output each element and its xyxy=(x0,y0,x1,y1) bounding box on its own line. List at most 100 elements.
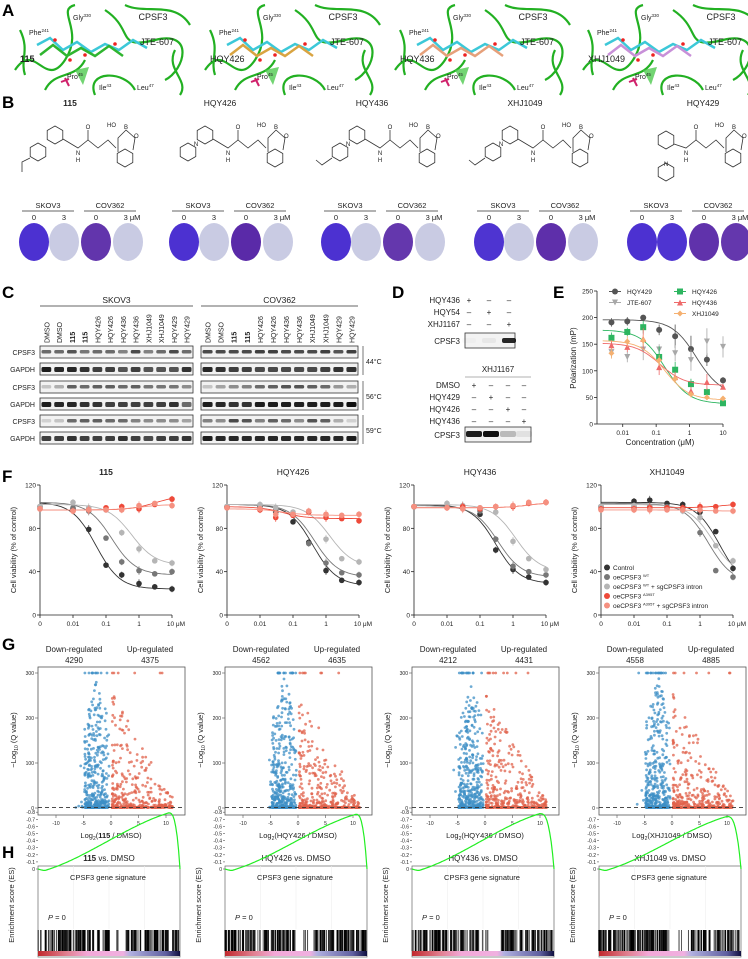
upregulated-point xyxy=(319,768,322,772)
residue-label: Gly330 xyxy=(263,13,282,22)
upregulated-point xyxy=(671,783,675,787)
residue-name: Gly xyxy=(263,15,274,22)
y-tick-label: 0 xyxy=(405,806,408,812)
blot-band xyxy=(516,431,532,437)
upregulated-point xyxy=(165,791,169,794)
downregulated-point xyxy=(293,801,297,805)
downregulated-point xyxy=(276,776,280,779)
downregulated-point xyxy=(291,718,295,721)
downregulated-point xyxy=(467,704,471,707)
residue-label: Leu47 xyxy=(705,83,722,92)
blot-band xyxy=(67,419,77,423)
panel-d-pulldown-blots: HQY436 + – –HQY54– + –XHJ1167– – +CPSF3XHJ1167D… xyxy=(428,296,532,443)
down-regulated-count: 4558 xyxy=(626,656,644,665)
y-axis-label: −Log10 (Q value) xyxy=(570,712,581,768)
downregulated-point xyxy=(457,794,461,797)
upregulated-point xyxy=(309,764,312,767)
upregulated-point xyxy=(338,783,341,787)
downregulated-point xyxy=(284,761,287,765)
downregulated-point xyxy=(91,784,94,788)
upregulated-point xyxy=(160,671,164,675)
phenyl-ring xyxy=(348,125,366,145)
downregulated-point xyxy=(462,765,465,768)
lane-label: XHJ1049 xyxy=(159,314,166,343)
upregulated-point xyxy=(297,711,301,715)
residue-name: Ile xyxy=(289,85,297,92)
upregulated-point xyxy=(674,783,678,787)
downregulated-point xyxy=(283,707,287,710)
blot-band xyxy=(181,436,192,441)
upregulated-point xyxy=(132,764,136,768)
upregulated-point xyxy=(307,745,311,748)
upregulated-point xyxy=(690,773,693,777)
downregulated-point xyxy=(99,745,102,749)
heterocycle-ring xyxy=(484,142,502,162)
y-tick-label: 100 xyxy=(400,761,409,767)
dose-label: 3 μM xyxy=(426,213,443,222)
upregulated-point xyxy=(121,780,124,784)
downregulated-point xyxy=(458,800,461,804)
y-tick-label: 40 xyxy=(216,569,224,576)
xlabel-subscript: 2 xyxy=(93,836,96,842)
downregulated-point xyxy=(660,786,664,790)
downregulated-point xyxy=(90,737,94,740)
downregulated-point xyxy=(469,743,472,747)
upregulated-point xyxy=(676,795,680,799)
upregulated-point xyxy=(672,710,676,714)
data-point xyxy=(169,560,175,566)
blot-strip xyxy=(200,345,359,359)
data-point xyxy=(687,381,694,388)
p-value-label: P = 0 xyxy=(235,913,253,922)
data-point xyxy=(323,567,329,574)
blot-band xyxy=(483,431,499,437)
blot-band xyxy=(41,367,52,372)
volcano-plot: Down-regulated4558Up-regulated4885010020… xyxy=(570,645,747,842)
upregulated-point xyxy=(138,800,142,804)
downregulated-point xyxy=(654,760,658,764)
downregulated-point xyxy=(655,720,658,723)
x-tick-label: 10 xyxy=(350,821,356,827)
downregulated-point xyxy=(658,789,661,793)
fit-curve xyxy=(413,505,547,577)
residue-label: Ile43 xyxy=(667,83,680,92)
downregulated-point xyxy=(646,778,649,782)
xlabel-subscript: 2 xyxy=(459,836,462,842)
downregulated-point xyxy=(653,794,656,798)
protein-cartoon xyxy=(19,29,27,76)
legend-text: oeCPSF3 xyxy=(613,575,643,582)
atom-ho: HO xyxy=(257,123,266,129)
upregulated-point xyxy=(144,784,148,788)
acetylphenyl-ring xyxy=(29,142,47,162)
dose-label: 0 xyxy=(487,213,491,222)
atom-b: B xyxy=(274,125,278,131)
upregulated-point xyxy=(516,780,520,784)
upregulated-point xyxy=(515,798,519,802)
upregulated-point xyxy=(506,802,509,806)
upregulated-point xyxy=(488,733,491,736)
downregulated-point xyxy=(645,726,648,730)
protein-cartoon xyxy=(44,59,86,91)
upregulated-point xyxy=(518,754,522,757)
xlabel-compound: HQY426 xyxy=(277,831,306,840)
upregulated-point xyxy=(676,788,680,792)
data-point xyxy=(356,559,362,565)
y-tick-label: -0.3 xyxy=(26,846,35,852)
legend-label: oeCPSF3 WT + sgCPSF3 intron xyxy=(613,583,703,592)
blot-band xyxy=(54,419,64,423)
upregulated-point xyxy=(505,730,509,734)
blot-label: CPSF3 xyxy=(434,337,460,346)
protein-cartoon xyxy=(204,3,266,72)
upregulated-point xyxy=(535,802,539,806)
downregulated-point xyxy=(88,743,91,747)
downregulated-point xyxy=(659,720,662,724)
residue-name: Pro xyxy=(257,74,268,81)
downregulated-point xyxy=(88,793,92,797)
downregulated-point xyxy=(273,770,276,774)
downregulated-point xyxy=(465,752,468,756)
blot-row-label: GAPDH xyxy=(10,367,35,374)
downregulated-point xyxy=(288,721,291,725)
blot-band xyxy=(41,350,52,354)
upregulated-point xyxy=(312,805,316,809)
reference-ligand-sticks xyxy=(36,36,148,54)
upregulated-point xyxy=(146,776,150,780)
